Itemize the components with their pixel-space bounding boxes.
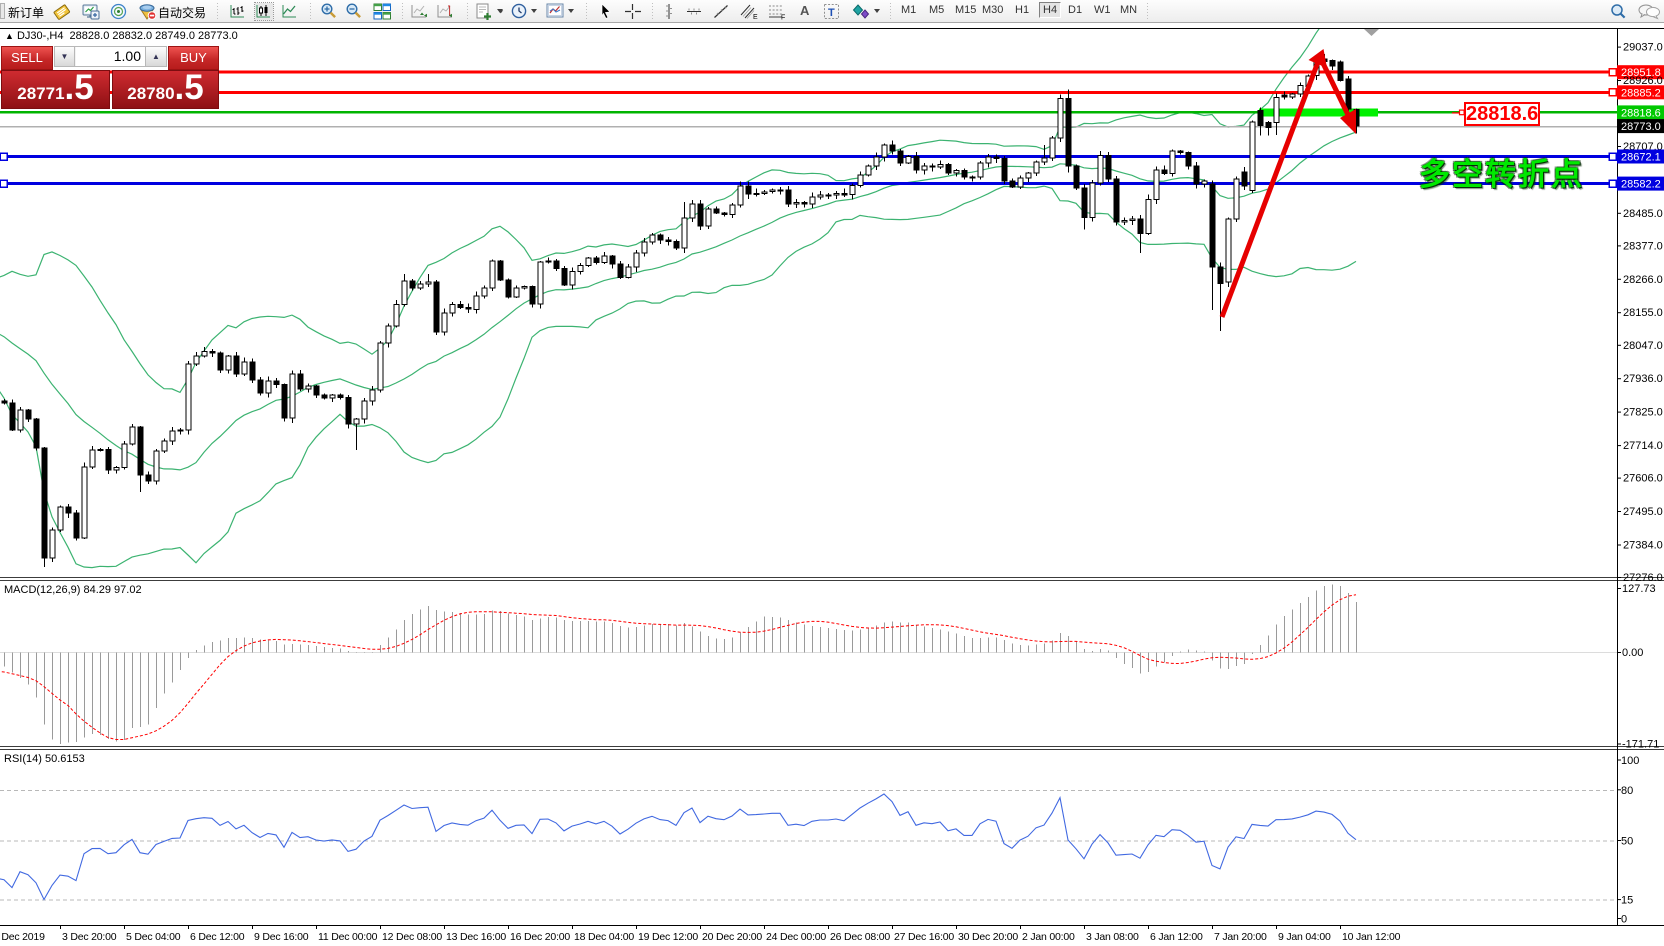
svg-text:100: 100 xyxy=(1621,755,1639,767)
svg-text:9 Dec 16:00: 9 Dec 16:00 xyxy=(254,931,309,943)
svg-text:30 Dec 20:00: 30 Dec 20:00 xyxy=(958,931,1018,943)
svg-text:15: 15 xyxy=(1621,895,1633,907)
svg-text:16 Dec 20:00: 16 Dec 20:00 xyxy=(510,931,570,943)
svg-text:0.00: 0.00 xyxy=(1622,647,1643,659)
svg-text:28885.2: 28885.2 xyxy=(1621,87,1661,99)
svg-text:7 Jan 20:00: 7 Jan 20:00 xyxy=(1214,931,1267,943)
svg-text:28582.2: 28582.2 xyxy=(1621,179,1661,191)
svg-text:27276.0: 27276.0 xyxy=(1623,572,1663,584)
svg-text:11 Dec 00:00: 11 Dec 00:00 xyxy=(318,931,378,943)
svg-text:2 Jan 00:00: 2 Jan 00:00 xyxy=(1022,931,1075,943)
svg-text:50: 50 xyxy=(1621,836,1633,848)
svg-text:E: E xyxy=(753,14,758,20)
svg-text:27825.0: 27825.0 xyxy=(1623,407,1663,419)
svg-text:27606.0: 27606.0 xyxy=(1623,473,1663,485)
svg-text:9 Jan 04:00: 9 Jan 04:00 xyxy=(1278,931,1331,943)
svg-text:F: F xyxy=(781,15,785,21)
svg-text:28773.0: 28773.0 xyxy=(1621,121,1661,133)
svg-text:27936.0: 27936.0 xyxy=(1623,373,1663,385)
svg-text:28047.0: 28047.0 xyxy=(1623,340,1663,352)
svg-text:28266.0: 28266.0 xyxy=(1623,274,1663,286)
svg-text:28818.6: 28818.6 xyxy=(1621,107,1661,119)
svg-text:27714.0: 27714.0 xyxy=(1623,440,1663,452)
svg-text:27 Dec 16:00: 27 Dec 16:00 xyxy=(894,931,954,943)
svg-text:6 Dec 12:00: 6 Dec 12:00 xyxy=(190,931,245,943)
svg-text:27495.0: 27495.0 xyxy=(1623,506,1663,518)
svg-text:20 Dec 20:00: 20 Dec 20:00 xyxy=(702,931,762,943)
svg-text:T: T xyxy=(828,7,835,19)
svg-text:10 Jan 12:00: 10 Jan 12:00 xyxy=(1342,931,1401,943)
svg-text:26 Dec 08:00: 26 Dec 08:00 xyxy=(830,931,890,943)
svg-text:6 Jan 12:00: 6 Jan 12:00 xyxy=(1150,931,1203,943)
svg-text:28155.0: 28155.0 xyxy=(1623,307,1663,319)
svg-text:28485.0: 28485.0 xyxy=(1623,208,1663,220)
svg-text:24 Dec 00:00: 24 Dec 00:00 xyxy=(766,931,826,943)
svg-text:0: 0 xyxy=(1621,914,1627,926)
svg-text:80: 80 xyxy=(1621,785,1633,797)
svg-text:28377.0: 28377.0 xyxy=(1623,240,1663,252)
svg-text:18 Dec 04:00: 18 Dec 04:00 xyxy=(574,931,634,943)
svg-text:3 Jan 08:00: 3 Jan 08:00 xyxy=(1086,931,1139,943)
svg-text:19 Dec 12:00: 19 Dec 12:00 xyxy=(638,931,698,943)
svg-text:27384.0: 27384.0 xyxy=(1623,540,1663,552)
svg-text:29037.0: 29037.0 xyxy=(1623,42,1663,54)
svg-text:28926.0: 28926.0 xyxy=(1623,75,1663,87)
svg-text:3 Dec 20:00: 3 Dec 20:00 xyxy=(62,931,117,943)
svg-text:127.73: 127.73 xyxy=(1622,583,1656,595)
svg-text:5 Dec 04:00: 5 Dec 04:00 xyxy=(126,931,181,943)
svg-text:-171.71: -171.71 xyxy=(1622,739,1659,751)
svg-text:12 Dec 08:00: 12 Dec 08:00 xyxy=(382,931,442,943)
svg-text:2 Dec 2019: 2 Dec 2019 xyxy=(0,931,45,943)
svg-text:28951.8: 28951.8 xyxy=(1621,67,1661,79)
svg-text:13 Dec 16:00: 13 Dec 16:00 xyxy=(446,931,506,943)
svg-text:28672.1: 28672.1 xyxy=(1621,152,1661,164)
